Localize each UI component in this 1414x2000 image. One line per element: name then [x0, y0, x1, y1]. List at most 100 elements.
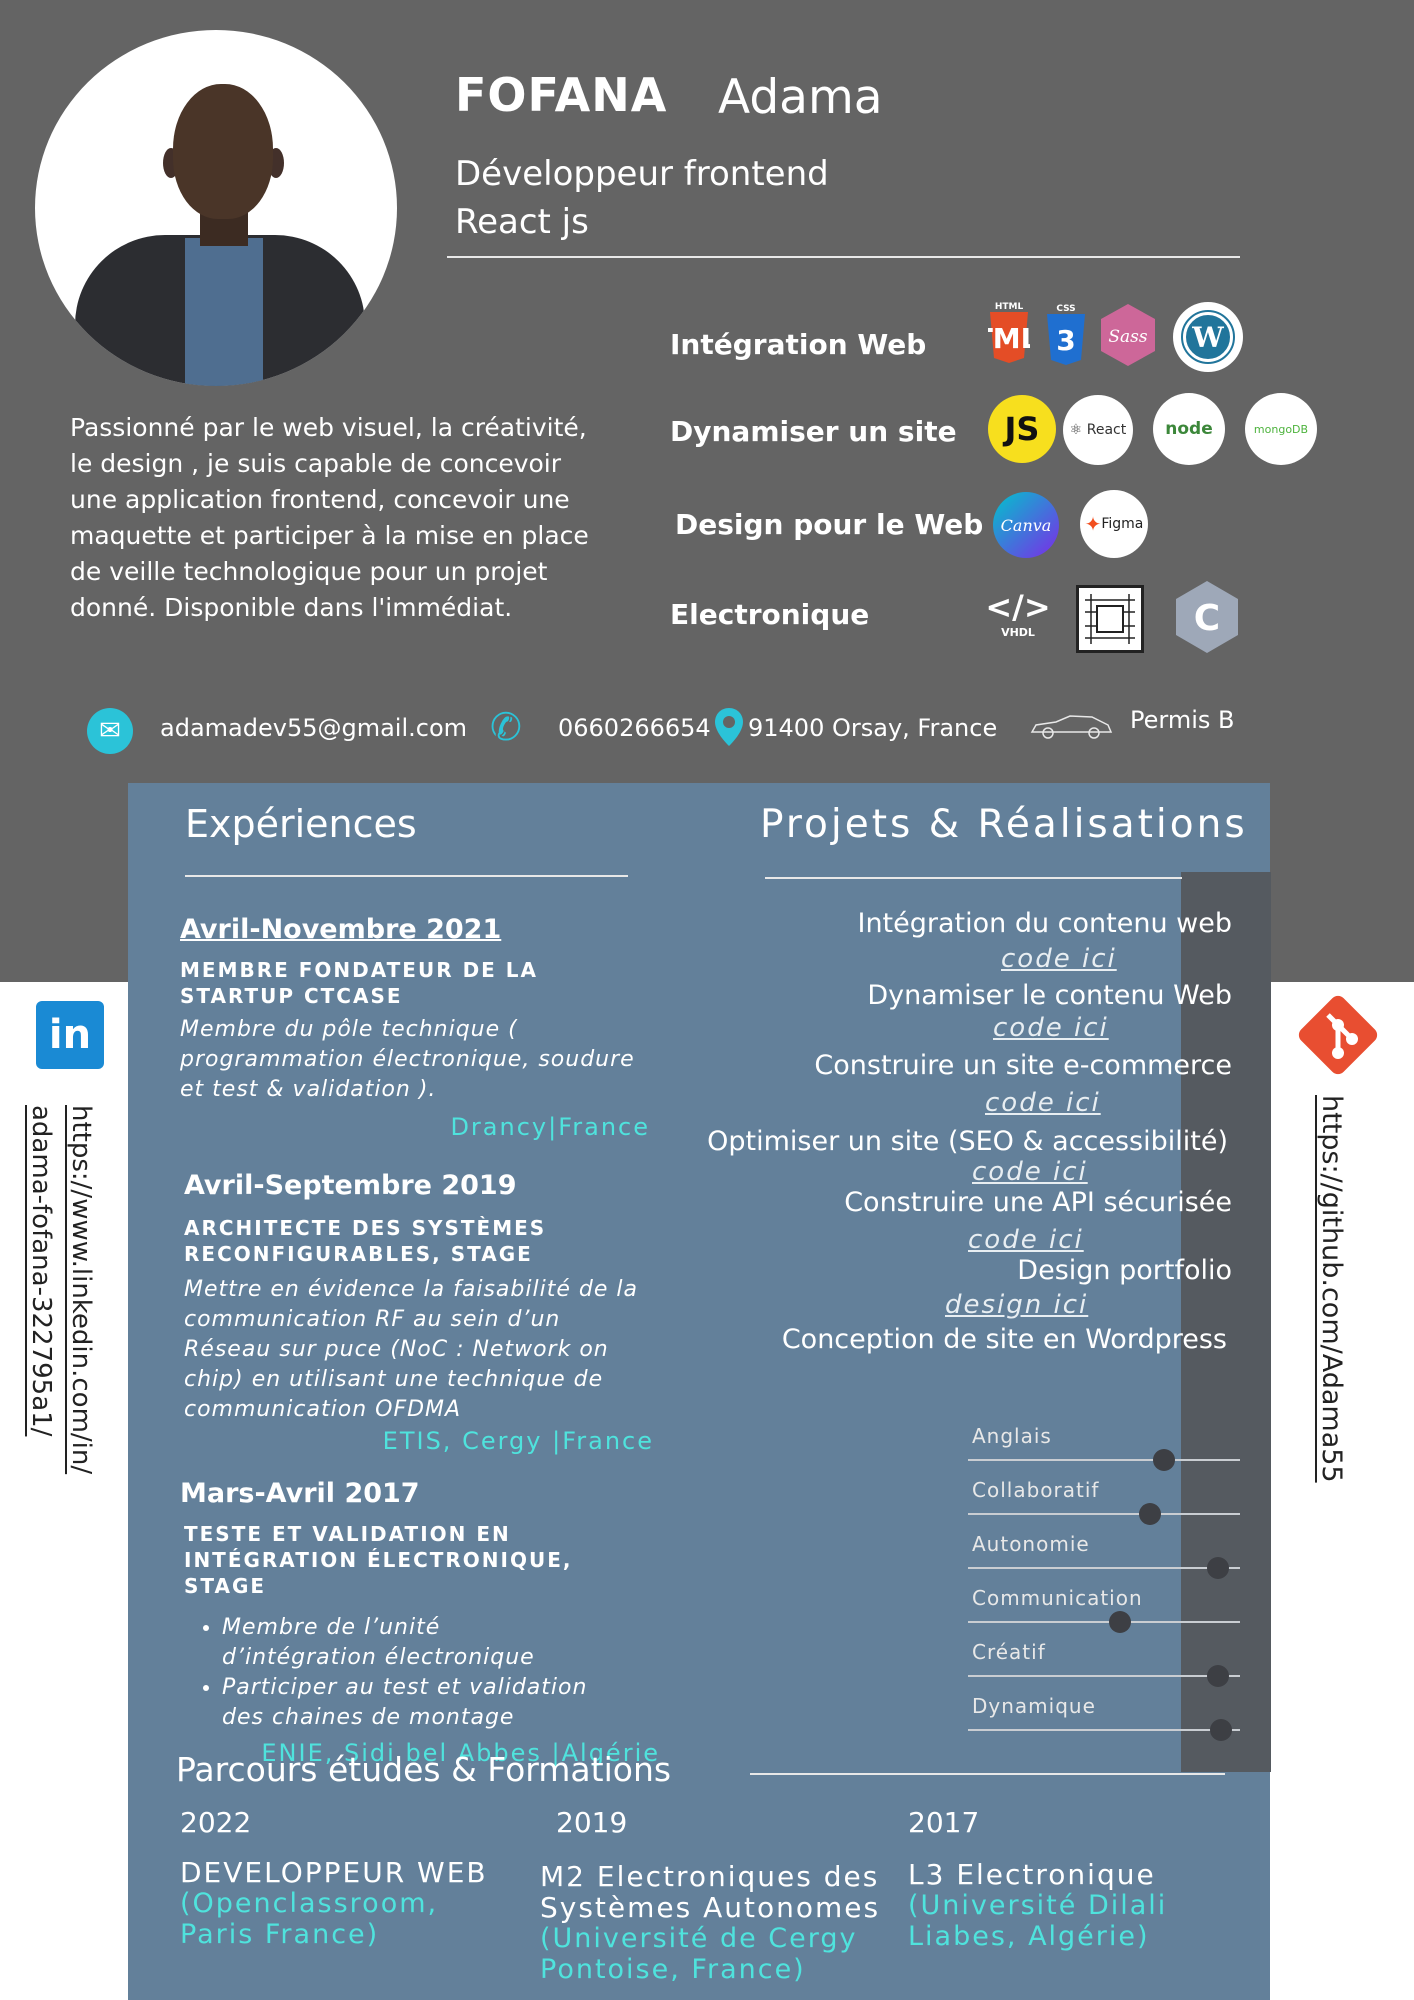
project-link[interactable]: code ici	[993, 1013, 1109, 1043]
experience-bullet: Participer au test et validation des cha…	[222, 1673, 600, 1733]
soft-skill-track	[968, 1459, 1240, 1461]
skill-electronics-label: Electronique	[670, 598, 870, 631]
vhdl-icon: </> VHDL	[985, 588, 1051, 639]
css3-icon: CSS 3	[1045, 302, 1087, 366]
svg-text:CSS: CSS	[1056, 304, 1075, 314]
soft-skill-row: Collaboratif	[968, 1478, 1240, 1532]
phone-icon: ✆	[490, 705, 522, 749]
car-icon	[1028, 712, 1114, 740]
experience-date: Avril-Septembre 2019	[184, 1170, 517, 1201]
mongodb-icon: mongoDB	[1245, 393, 1317, 465]
projects-title: Projets & Réalisations	[760, 802, 1248, 847]
git-icon[interactable]	[1290, 987, 1386, 1083]
soft-skill-level-dot	[1109, 1611, 1131, 1633]
project-label: Dynamiser le contenu Web	[867, 980, 1232, 1011]
email-text[interactable]: adamadev55@gmail.com	[160, 714, 468, 742]
project-link[interactable]: code ici	[1001, 944, 1117, 974]
education-school: (Université Dilali Liabes, Algérie)	[908, 1890, 1168, 1952]
education-item-1: 2022 DEVELOPPEUR WEB (Openclassroom, Par…	[180, 1806, 520, 1950]
experience-item-1: Avril-Novembre 2021 MEMBRE FONDATEUR DE …	[180, 914, 650, 1141]
education-school: (Université de Cergy Pontoise, France)	[540, 1923, 858, 1985]
svg-text:HTML 5: HTML 5	[988, 322, 1030, 355]
nodejs-icon: node	[1153, 393, 1225, 465]
project-link[interactable]: code ici	[972, 1157, 1088, 1187]
soft-skill-level-dot	[1139, 1503, 1161, 1525]
github-link[interactable]: https://github.com/Adama55	[1316, 1095, 1356, 1483]
soft-skill-level-dot	[1210, 1719, 1232, 1741]
javascript-icon: JS	[988, 395, 1056, 463]
experience-item-3: Mars-Avril 2017 TESTE ET VALIDATION EN I…	[180, 1478, 660, 1767]
education-title-text: L3 Electronique	[908, 1858, 1156, 1891]
education-title-text: M2 Electroniques des Systèmes Autonomes	[540, 1860, 881, 1924]
education-title-text: DEVELOPPEUR WEB	[180, 1856, 488, 1889]
education-divider	[750, 1773, 1225, 1775]
profile-photo	[35, 30, 397, 386]
skill-design-label: Design pour le Web	[675, 508, 984, 541]
c-language-icon: C	[1172, 578, 1242, 656]
canva-icon: Canva	[993, 492, 1059, 558]
education-item-2: 2019 M2 Electroniques des Systèmes Auton…	[540, 1806, 900, 1985]
experience-place: Drancy|France	[450, 1113, 650, 1141]
experience-date: Avril-Novembre 2021	[180, 914, 502, 945]
experience-date: Mars-Avril 2017	[180, 1478, 420, 1509]
experience-role: ARCHITECTE DES SYSTÈMES RECONFIGURABLES,…	[184, 1216, 547, 1266]
experience-place: ENIE, Sidi bel Abbes |Algérie	[261, 1739, 660, 1767]
about-text: Passionné par le web visuel, la créativi…	[70, 413, 589, 622]
education-item-3: 2017 L3 Electronique (Université Dilali …	[908, 1806, 1208, 1952]
soft-skill-level-dot	[1207, 1665, 1229, 1687]
content-panel	[128, 783, 1270, 2000]
experience-place: ETIS, Cergy |France	[382, 1427, 654, 1455]
job-title-line1: Développeur frontend	[455, 154, 829, 194]
experiences-title: Expériences	[185, 802, 417, 846]
svg-text:HTML: HTML	[995, 302, 1024, 312]
location-text: 91400 Orsay, France	[748, 714, 998, 742]
soft-skill-row: Communication	[968, 1586, 1240, 1640]
soft-skill-track	[968, 1621, 1240, 1623]
experience-item-2: Avril-Septembre 2019 ARCHITECTE DES SYST…	[184, 1170, 654, 1455]
experience-bullet: Membre de l’unité d’intégration électron…	[222, 1613, 600, 1673]
soft-skill-row: Anglais	[968, 1424, 1240, 1478]
location-pin-icon	[713, 706, 745, 748]
soft-skill-label: Créatif	[972, 1640, 1046, 1664]
figma-icon: ✦ Figma	[1080, 490, 1148, 558]
wordpress-icon: W	[1173, 302, 1243, 372]
first-name: Adama	[718, 70, 883, 125]
project-link[interactable]: code ici	[968, 1225, 1084, 1255]
project-link[interactable]: code ici	[985, 1088, 1101, 1118]
phone-text: 0660266654	[558, 714, 711, 742]
project-link[interactable]: design ici	[945, 1290, 1089, 1320]
linkedin-url-line1[interactable]: https://www.linkedin.com/in/	[66, 1105, 96, 1475]
soft-skill-row: Dynamique	[968, 1694, 1240, 1748]
soft-skill-label: Dynamique	[972, 1694, 1096, 1718]
projects-divider	[765, 877, 1182, 879]
linkedin-link[interactable]: https://www.linkedin.com/in/ adama-fofan…	[26, 1105, 98, 1485]
last-name: FOFANA	[455, 68, 668, 122]
soft-skill-track	[968, 1675, 1240, 1677]
svg-text:C: C	[1194, 598, 1220, 639]
project-label: Construire une API sécurisée	[844, 1187, 1232, 1218]
linkedin-icon[interactable]: in	[36, 1001, 104, 1069]
soft-skill-level-dot	[1207, 1557, 1229, 1579]
project-label: Optimiser un site (SEO & accessibilité)	[707, 1126, 1228, 1157]
linkedin-url-line2[interactable]: adama-fofana-322795a1/	[26, 1105, 56, 1437]
github-url[interactable]: https://github.com/Adama55	[1316, 1095, 1347, 1483]
svg-text:3: 3	[1056, 324, 1075, 357]
experience-role: MEMBRE FONDATEUR DE LA STARTUP CTCASE	[180, 958, 539, 1008]
svg-text:Sass: Sass	[1108, 327, 1148, 347]
job-title-line2: React js	[455, 202, 589, 242]
soft-skill-track	[968, 1567, 1240, 1569]
skill-web-label: Intégration Web	[670, 328, 927, 361]
job-title: Développeur frontend React js	[455, 150, 829, 246]
education-school: (Openclassroom, Paris France)	[180, 1888, 439, 1950]
project-label: Design portfolio	[1017, 1255, 1232, 1286]
circuit-board-icon	[1076, 585, 1144, 653]
soft-skill-label: Autonomie	[972, 1532, 1090, 1556]
soft-skill-row: Créatif	[968, 1640, 1240, 1694]
project-label: Construire un site e-commerce	[814, 1050, 1232, 1081]
license-text: Permis B	[1130, 706, 1235, 734]
education-title: Parcours études & Formations	[176, 1750, 672, 1789]
skill-dynamic-label: Dynamiser un site	[670, 415, 957, 448]
soft-skills: Anglais Collaboratif Autonomie Communicatio…	[968, 1424, 1240, 1754]
sass-icon: Sass	[1098, 302, 1158, 368]
html5-icon: HTML HTML 5	[950, 300, 1068, 364]
